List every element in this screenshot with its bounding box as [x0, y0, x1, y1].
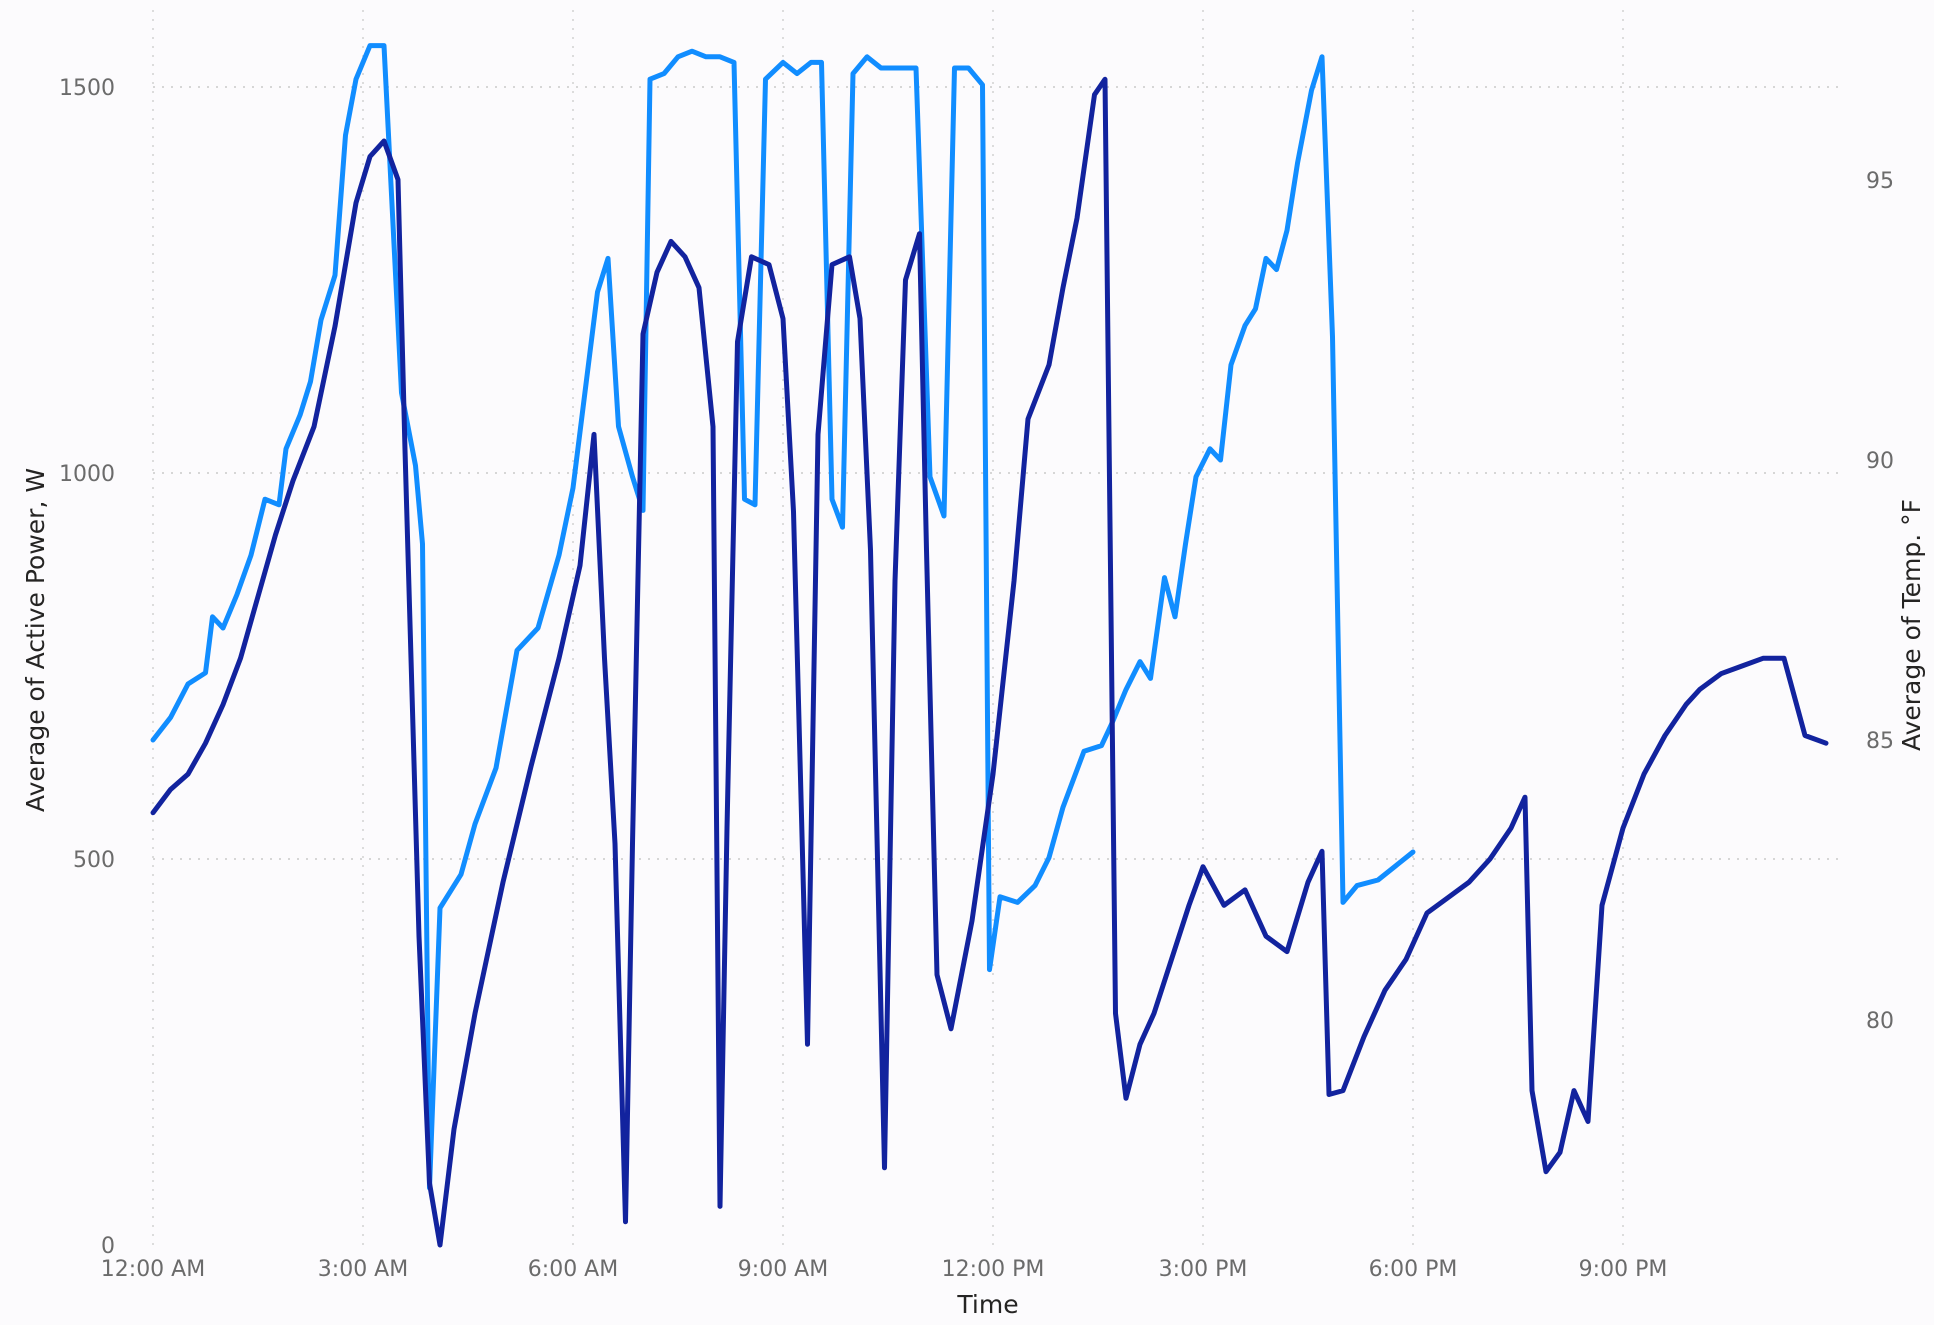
x-axis-ticks: 12:00 AM 3:00 AM 6:00 AM 9:00 AM 12:00 PM 3:0…: [101, 1257, 1668, 1282]
y-tick-label: 1500: [59, 76, 115, 101]
series-group: [150, 43, 1829, 1248]
y-tick-label: 1000: [59, 462, 115, 487]
x-tick-label: 6:00 PM: [1369, 1257, 1458, 1282]
x-tick-label: 6:00 AM: [528, 1257, 618, 1282]
x-tick-label: 9:00 AM: [738, 1257, 828, 1282]
gridlines: [152, 10, 1840, 1245]
y-axis-ticks: 0 500 1000 1500: [59, 76, 115, 1259]
x-tick-label: 12:00 AM: [101, 1257, 205, 1282]
y2-tick-label: 80: [1866, 1009, 1894, 1034]
y-axis-title: Average of Active Power, W: [21, 468, 50, 812]
y-tick-label: 500: [73, 848, 115, 873]
y2-axis-ticks: 80 85 90 95: [1866, 169, 1894, 1034]
x-axis-title: Time: [956, 1290, 1018, 1319]
y-tick-label: 0: [101, 1234, 115, 1259]
power-series-line: [150, 76, 1829, 1248]
y2-tick-label: 90: [1866, 449, 1894, 474]
x-tick-label: 3:00 AM: [318, 1257, 408, 1282]
y2-axis-title: Average of Temp. °F: [1897, 499, 1926, 751]
x-tick-label: 9:00 PM: [1579, 1257, 1668, 1282]
y2-tick-label: 95: [1866, 169, 1894, 194]
x-tick-label: 12:00 PM: [942, 1257, 1045, 1282]
x-tick-label: 3:00 PM: [1159, 1257, 1248, 1282]
temperature-series-line: [150, 43, 1416, 1191]
y2-tick-label: 85: [1866, 729, 1894, 754]
